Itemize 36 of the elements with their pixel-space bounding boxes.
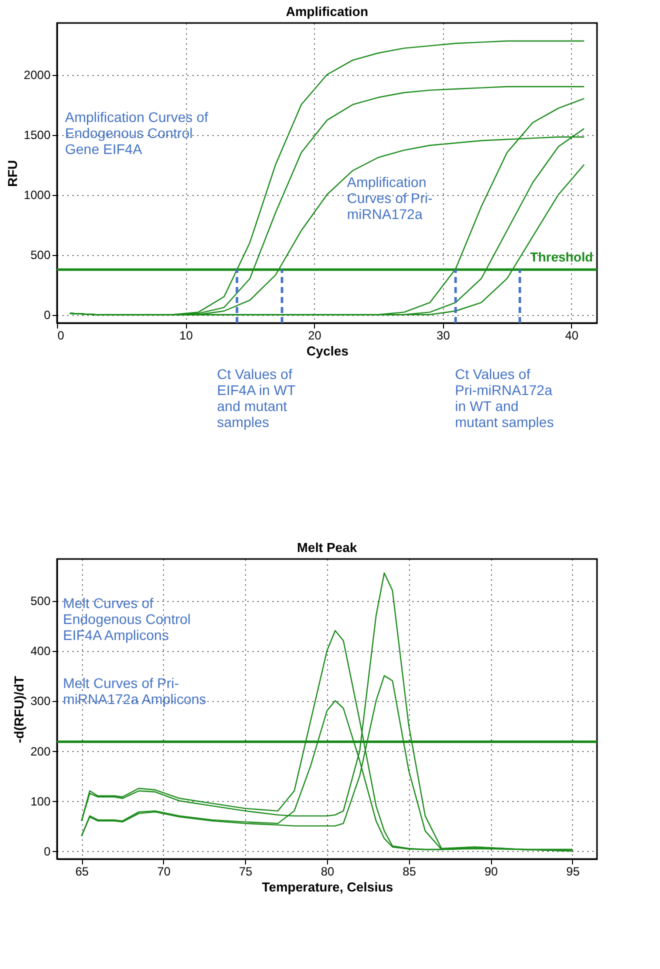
y-axis-title: RFU	[4, 160, 20, 187]
y-axis-title: -d(RFU)/dT	[11, 676, 26, 744]
x-tick-label: 95	[566, 864, 580, 878]
y-tick-label: 400	[30, 644, 51, 658]
annotation: Amplification Curves of Pri- miRNA172a	[347, 174, 433, 222]
x-tick-label: 85	[402, 864, 416, 878]
y-tick-label: 500	[30, 248, 51, 262]
y-tick-label: 2000	[24, 68, 51, 82]
annotation: Amplification Curves of Endogenous Control Gene EIF4A	[65, 109, 208, 157]
x-tick-label: 20	[308, 328, 322, 342]
y-tick-label: 200	[30, 744, 51, 758]
text: Ct Values of Pri-miRNA172a in WT and mutant samples	[455, 366, 554, 430]
annotation: Melt Curves of Pri- miRNA172a Amplicons	[63, 675, 206, 707]
y-tick-label: 1500	[24, 128, 51, 142]
y-tick-label: 100	[30, 794, 51, 808]
x-tick-label: 70	[157, 864, 171, 878]
ref-line-label: Threshold	[530, 250, 594, 265]
chart-title: Melt Peak	[297, 540, 358, 555]
x-tick-label: 10	[179, 328, 194, 342]
x-tick-label: 30	[436, 328, 450, 342]
x-tick-label: 80	[320, 864, 334, 878]
chart-title: Amplification	[286, 4, 368, 19]
y-tick-label: 300	[30, 694, 51, 708]
x-tick-label: 0	[58, 328, 64, 342]
y-tick-label: 500	[30, 594, 51, 608]
x-tick-label: 75	[239, 864, 253, 878]
y-tick-label: 1000	[24, 188, 51, 202]
y-tick-label: 0	[44, 308, 51, 322]
x-axis-title: Temperature, Celsius	[262, 880, 394, 894]
x-axis-title: Cycles	[306, 344, 348, 358]
x-tick-label: 40	[565, 328, 579, 342]
y-tick-label: 0	[44, 844, 51, 858]
x-tick-label: 90	[484, 864, 498, 878]
x-tick-label: 65	[75, 864, 90, 878]
text: Ct Values of EIF4A in WT and mutant samples	[217, 366, 296, 430]
annotation: Melt Curves of Endogenous Control EIF4A Amplicons	[63, 595, 191, 643]
